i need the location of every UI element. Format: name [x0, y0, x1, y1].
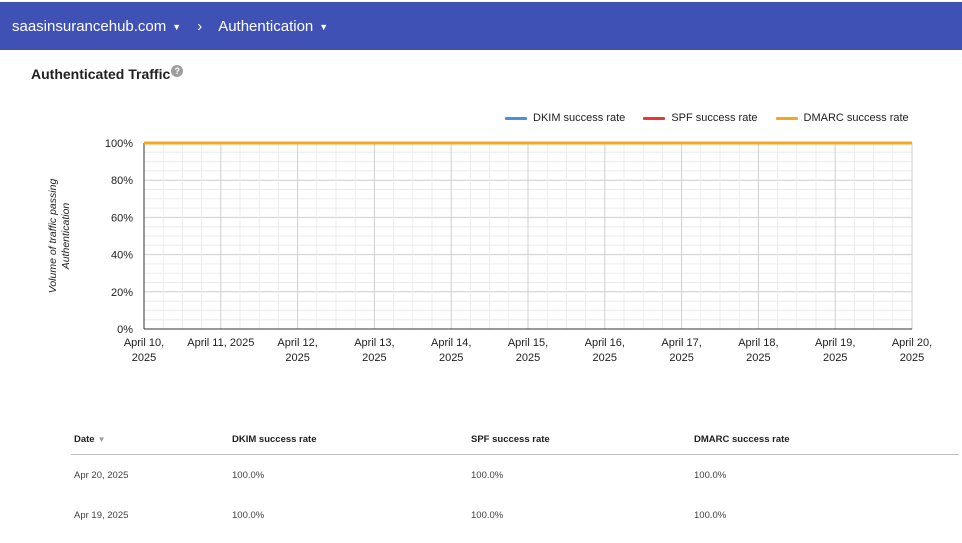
section-selector[interactable]: Authentication ▼	[218, 18, 328, 35]
cell-spf: 100.0%	[471, 509, 504, 521]
table-header-row: Date ▼ DKIM success rate SPF success rate…	[71, 424, 959, 455]
x-tick-label: April 12, 2025	[277, 337, 317, 364]
x-tick-label: April 13, 2025	[354, 337, 394, 364]
cell-dkim: 100.0%	[232, 509, 265, 521]
y-tick-label: 100%	[105, 138, 133, 150]
domain-label: saasinsurancehub.com	[12, 17, 167, 35]
table-row: Apr 20, 2025 100.0% 100.0% 100.0%	[71, 455, 959, 496]
x-tick-label: April 20, 2025	[892, 337, 932, 364]
y-tick-label: 0%	[117, 324, 133, 336]
y-tick-label: 80%	[111, 175, 133, 187]
cell-date: Apr 20, 2025	[74, 469, 129, 481]
legend-item[interactable]: DKIM success rate	[505, 112, 625, 124]
legend-item[interactable]: DMARC success rate	[775, 112, 909, 124]
y-tick-label: 60%	[111, 212, 133, 224]
panel-title: Authenticated Traffic ?	[31, 65, 184, 82]
x-tick-label: April 11, 2025	[187, 337, 254, 349]
sort-desc-icon: ▼	[97, 434, 106, 444]
panel-title-text: Authenticated Traffic	[31, 66, 171, 82]
chart-legend: DKIM success rate SPF success rate DMARC s…	[505, 112, 909, 124]
x-tick-label: April 17, 2025	[661, 337, 701, 364]
x-tick-label: April 19, 2025	[815, 337, 855, 364]
x-tick-label: April 10, 2025	[124, 337, 164, 364]
table-row: Apr 19, 2025 100.0% 100.0% 100.0%	[71, 495, 959, 535]
x-tick-label: April 18, 2025	[738, 337, 778, 364]
legend-swatch	[643, 116, 666, 120]
cell-dkim: 100.0%	[232, 469, 265, 481]
domain-selector[interactable]: saasinsurancehub.com ▼	[12, 18, 181, 35]
legend-label: DMARC success rate	[803, 112, 909, 124]
caret-down-icon: ▼	[172, 22, 182, 32]
legend-label: SPF success rate	[671, 112, 758, 124]
legend-item[interactable]: SPF success rate	[643, 112, 758, 124]
column-header-dkim[interactable]: DKIM success rate	[229, 424, 468, 455]
help-icon[interactable]: ?	[171, 65, 184, 77]
section-label: Authentication	[218, 17, 314, 35]
y-tick-label: 20%	[111, 287, 133, 299]
traffic-chart: 0% 20% 40% 60% 80% 100% April 10, 2025 April 11,…	[105, 138, 932, 364]
top-bar: saasinsurancehub.com ▼ › Authentication …	[0, 2, 962, 50]
legend-swatch	[505, 116, 527, 120]
cell-dmarc: 100.0%	[694, 509, 727, 521]
traffic-table: Date ▼ DKIM success rate SPF success rate…	[71, 424, 959, 535]
x-tick-label: April 14, 2025	[431, 337, 471, 364]
cell-dmarc: 100.0%	[694, 469, 727, 481]
column-header-spf[interactable]: SPF success rate	[468, 424, 691, 455]
column-header-date[interactable]: Date ▼	[71, 424, 229, 455]
y-tick-label: 40%	[111, 250, 133, 262]
cell-date: Apr 19, 2025	[74, 509, 129, 521]
legend-swatch	[775, 116, 798, 120]
legend-label: DKIM success rate	[533, 112, 626, 124]
column-header-dmarc[interactable]: DMARC success rate	[691, 424, 959, 455]
x-tick-label: April 16, 2025	[585, 337, 625, 364]
x-tick-label: April 15, 2025	[508, 337, 548, 364]
caret-down-icon: ▼	[319, 22, 329, 32]
cell-spf: 100.0%	[471, 469, 504, 481]
chevron-right-icon: ›	[197, 17, 203, 35]
